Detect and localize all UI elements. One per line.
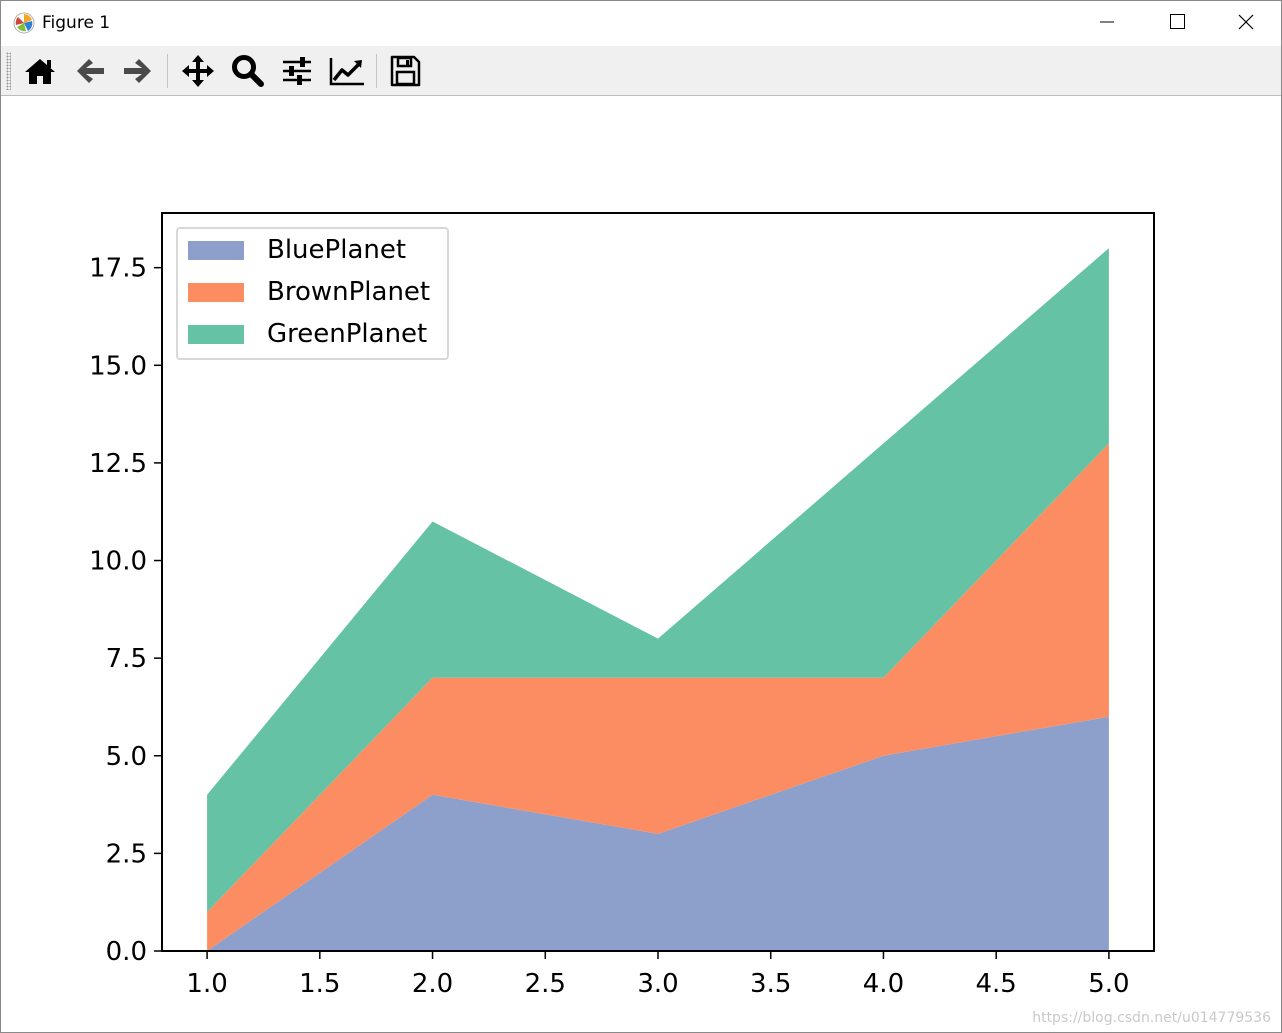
arrow-right-icon — [122, 56, 154, 86]
pan-button[interactable] — [178, 51, 218, 91]
toolbar-grip[interactable] — [6, 52, 11, 90]
legend-label: GreenPlanet — [267, 319, 428, 349]
x-tick-label: 1.5 — [299, 969, 340, 999]
minimize-button[interactable] — [1072, 1, 1142, 46]
toolbar-separator — [167, 54, 168, 88]
area-chart: 1.0 1.5 2.0 2.5 3.0 3.5 4.0 4.5 5.0 0.0 2.5 5.0 7.5 1… — [89, 212, 1155, 999]
close-button[interactable] — [1211, 1, 1281, 46]
area-BrownPlanet — [207, 443, 1109, 951]
home-button[interactable] — [20, 51, 60, 91]
subplots-button[interactable] — [277, 51, 317, 91]
y-tick-label: 12.5 — [89, 449, 147, 479]
area-BluePlanet — [207, 716, 1109, 951]
x-tick-label: 4.0 — [863, 969, 904, 999]
x-tick-label: 5.0 — [1088, 969, 1129, 999]
navigation-toolbar — [1, 46, 1281, 96]
title-bar[interactable]: Figure 1 — [1, 1, 1281, 46]
y-tick-label: 2.5 — [106, 839, 147, 869]
legend-label: BrownPlanet — [267, 277, 431, 307]
y-tick-label: 5.0 — [106, 742, 147, 772]
floppy-disk-icon — [389, 55, 421, 87]
line-chart-icon — [329, 56, 365, 86]
customize-button[interactable] — [327, 51, 367, 91]
legend-label: BluePlanet — [267, 235, 407, 265]
x-tick-label: 3.0 — [637, 969, 678, 999]
y-tick-label: 0.0 — [106, 937, 147, 967]
x-tick-label: 2.5 — [525, 969, 566, 999]
close-icon — [1238, 14, 1254, 34]
chart-legend[interactable]: BluePlanet BrownPlanet GreenPlanet — [176, 227, 449, 360]
legend-swatch — [188, 324, 244, 344]
minimize-icon — [1100, 14, 1114, 33]
watermark: https://blog.csdn.net/u014779536 — [1032, 1010, 1271, 1026]
save-button[interactable] — [385, 51, 425, 91]
legend-swatch — [188, 282, 244, 302]
back-button[interactable] — [70, 51, 110, 91]
magnifier-icon — [231, 54, 265, 88]
move-icon — [181, 54, 215, 88]
legend-item: BrownPlanet — [188, 277, 430, 307]
x-tick-label: 4.5 — [976, 969, 1017, 999]
sliders-icon — [281, 56, 313, 86]
y-tick-label: 7.5 — [106, 644, 147, 674]
x-tick-label: 3.5 — [750, 969, 791, 999]
toolbar-separator — [376, 54, 377, 88]
maximize-button[interactable] — [1142, 1, 1212, 46]
maximize-icon — [1169, 14, 1185, 33]
forward-button[interactable] — [118, 51, 158, 91]
window-title: Figure 1 — [42, 13, 111, 33]
zoom-button[interactable] — [228, 51, 268, 91]
y-tick-label: 17.5 — [89, 254, 147, 284]
y-tick-label: 15.0 — [89, 351, 147, 381]
x-tick-label: 2.0 — [412, 969, 453, 999]
figure-canvas[interactable]: 1.0 1.5 2.0 2.5 3.0 3.5 4.0 4.5 5.0 0.0 2.5 5.0 7.5 1… — [1, 96, 1281, 1032]
area-GreenPlanet — [207, 248, 1109, 912]
legend-swatch — [188, 240, 244, 260]
arrow-left-icon — [74, 56, 106, 86]
legend-item: GreenPlanet — [188, 319, 427, 349]
legend-item: BluePlanet — [188, 235, 406, 265]
y-tick-label: 10.0 — [89, 547, 147, 577]
home-icon — [24, 56, 56, 86]
matplotlib-icon — [13, 12, 35, 34]
x-tick-label: 1.0 — [186, 969, 227, 999]
